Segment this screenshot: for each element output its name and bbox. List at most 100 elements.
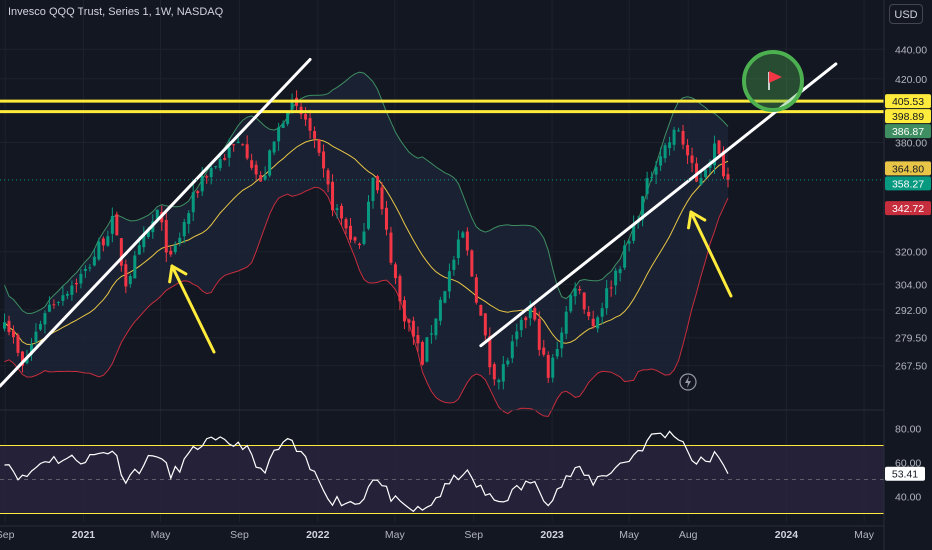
price-tick-label: 320.00 [895, 247, 927, 259]
rsi-tick-label: 80.00 [895, 424, 921, 436]
candle [358, 243, 362, 246]
candle [250, 160, 254, 168]
bollinger-bands [4, 71, 729, 418]
candle [641, 196, 645, 220]
chart-title: Invesco QQQ Trust, Series 1, 1W, NASDAQ [8, 6, 224, 18]
candle [218, 159, 222, 169]
candle [79, 273, 83, 284]
candle [537, 319, 541, 350]
candle [11, 330, 15, 338]
candle [510, 341, 514, 359]
price-label-text: 386.87 [892, 126, 924, 138]
annotation-arrow [689, 210, 733, 298]
time-tick-label: 2023 [540, 529, 564, 541]
currency-button[interactable]: USD [889, 4, 923, 24]
candle [191, 192, 195, 213]
candle [695, 163, 699, 182]
candle [92, 256, 96, 266]
candle [650, 176, 654, 178]
candle [632, 224, 636, 241]
candle [618, 269, 622, 274]
time-tick-label: 2024 [775, 529, 799, 541]
candle [465, 231, 469, 251]
rsi-tick-label: 40.00 [895, 492, 921, 504]
candle [353, 237, 357, 241]
candle [142, 235, 146, 248]
candle [398, 276, 402, 302]
time-tick-label: Sep [230, 529, 249, 541]
rsi-value-badge [885, 466, 925, 481]
candle [196, 191, 200, 194]
candle [74, 282, 78, 285]
candle [420, 342, 424, 365]
candle [429, 333, 433, 335]
candle [308, 118, 312, 131]
time-tick-label: 2021 [72, 529, 96, 541]
candle [461, 232, 465, 238]
candle [115, 214, 119, 236]
candle [681, 130, 685, 145]
candle [492, 364, 496, 380]
annotation-arrow [170, 264, 216, 354]
candle [506, 360, 510, 365]
candle [205, 176, 209, 178]
candle [164, 219, 168, 253]
candle [146, 229, 150, 238]
price-tick-label: 279.50 [895, 333, 927, 345]
candle [573, 288, 577, 297]
candle [519, 319, 523, 331]
price-label-badge [885, 124, 931, 139]
candle [214, 166, 218, 168]
candle [582, 292, 586, 310]
candle [344, 219, 348, 229]
candle [479, 305, 483, 316]
candle [187, 213, 191, 224]
time-tick-label: May [619, 529, 640, 541]
candle [704, 169, 708, 177]
price-tick-label: 420.00 [895, 74, 927, 86]
candle [614, 270, 618, 286]
candle [591, 318, 595, 326]
candle [528, 305, 532, 319]
candle [596, 317, 600, 329]
candle [713, 143, 717, 166]
flag-icon [769, 71, 782, 83]
candle [137, 245, 141, 255]
candle [110, 215, 114, 234]
rsi-tick-label: 60.00 [895, 458, 921, 470]
candle [501, 364, 505, 382]
candle [569, 295, 573, 312]
candle [542, 347, 546, 355]
candle [335, 208, 339, 210]
candle [366, 201, 370, 229]
candle [722, 150, 726, 177]
candle [447, 271, 451, 292]
candle [25, 357, 29, 364]
bollinger-upper-line [4, 71, 729, 314]
candle [443, 291, 447, 303]
candle [259, 175, 263, 182]
candle [717, 140, 721, 154]
lightning-icon-bolt [685, 376, 691, 388]
candle [362, 231, 366, 244]
candle [232, 144, 236, 146]
candle [488, 336, 492, 368]
rsi-pane [0, 409, 884, 514]
price-tick-label: 292.00 [895, 305, 927, 317]
candle [29, 344, 33, 355]
candle [272, 141, 276, 153]
candle [699, 178, 703, 185]
candle [407, 319, 411, 323]
candle [70, 285, 74, 295]
time-tick-label: Sep [0, 529, 15, 541]
candle [605, 288, 609, 309]
candle [551, 357, 555, 378]
price-tick-label: 380.00 [895, 137, 927, 149]
time-tick-label: Sep [464, 529, 483, 541]
bollinger-lower-line [4, 186, 729, 418]
candle [515, 331, 519, 340]
price-label-badge [885, 94, 931, 109]
trendline [0, 57, 312, 388]
